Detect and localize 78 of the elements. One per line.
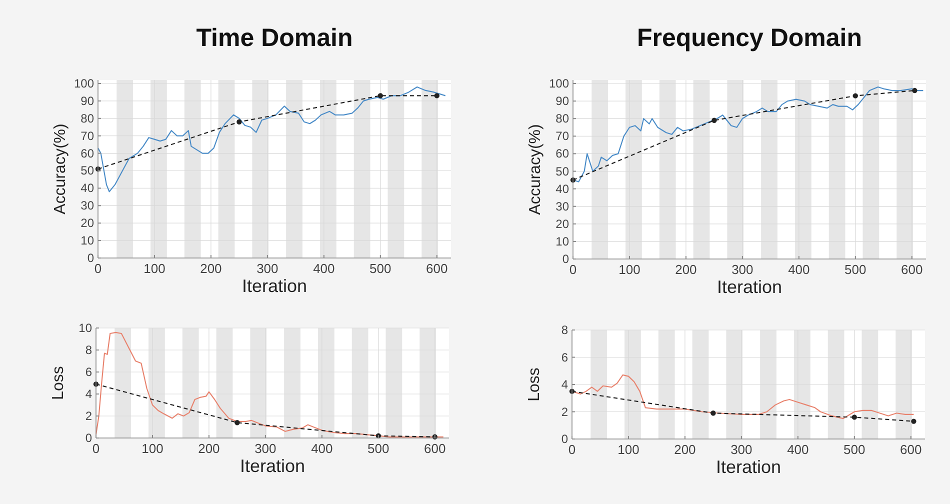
y-axis-title: Accuracy(%) (527, 124, 544, 215)
x-tick-label: 300 (730, 442, 752, 457)
y-tick-label: 90 (80, 94, 94, 108)
point (378, 93, 383, 98)
y-tick-label: 0 (85, 431, 92, 445)
point (236, 119, 242, 124)
y-tick-label: 2 (85, 409, 92, 423)
x-tick-label: 500 (844, 442, 866, 457)
point (234, 420, 240, 426)
y-tick-label: 100 (548, 76, 570, 91)
point (710, 410, 716, 416)
line-series (97, 86, 446, 192)
y-tick-label: 60 (556, 146, 570, 161)
x-tick-label: 200 (200, 261, 222, 276)
y-tick-label: 2 (561, 404, 568, 419)
x-tick-label: 100 (144, 261, 166, 276)
y-axis-title: Accuracy(%) (52, 124, 69, 214)
x-tick-label: 600 (426, 261, 448, 276)
x-tick-label: 200 (675, 262, 697, 277)
x-tick-label: 400 (313, 261, 335, 276)
x-tick-label: 300 (732, 262, 754, 277)
x-tick-label: 200 (674, 442, 696, 457)
point (911, 418, 916, 424)
y-tick-label: 30 (80, 198, 94, 213)
x-tick-label: 600 (424, 441, 446, 456)
x-tick-label: 100 (142, 441, 164, 456)
y-tick-label: 10 (78, 321, 92, 335)
y-tick-label: 20 (556, 216, 570, 231)
x-tick-label: 600 (900, 442, 922, 457)
point (912, 88, 918, 94)
y-tick-label: 0 (562, 252, 570, 266)
x-tick-label: 500 (368, 441, 390, 456)
y-tick-label: 70 (80, 128, 94, 143)
x-tick-label: 300 (256, 261, 278, 276)
y-tick-label: 50 (80, 164, 94, 178)
x-tick-label: 600 (901, 262, 923, 277)
y-tick-label: 0 (87, 251, 94, 265)
point (852, 93, 858, 98)
y-tick-label: 10 (556, 234, 570, 248)
y-tick-label: 10 (80, 234, 94, 248)
y-tick-label: 80 (556, 112, 570, 126)
x-tick-label: 400 (311, 441, 333, 456)
y-axis-title: Loss (50, 366, 67, 400)
x-tick-label: 500 (844, 262, 866, 277)
chart-title: Frequency Domain (636, 24, 862, 52)
x-axis-title: Iteration (240, 456, 306, 476)
point (434, 93, 440, 98)
y-tick-label: 6 (561, 350, 568, 364)
chart-title: Time Domain (196, 24, 353, 52)
y-tick-label: 80 (80, 111, 94, 126)
y-tick-label: 70 (556, 129, 570, 144)
point (852, 414, 857, 420)
x-tick-label: 300 (254, 441, 276, 456)
y-tick-label: 40 (80, 181, 94, 196)
x-tick-label: 200 (198, 441, 220, 456)
x-axis-title: Iteration (716, 457, 782, 477)
point (712, 118, 717, 123)
y-tick-label: 30 (556, 199, 570, 214)
y-tick-label: 8 (561, 323, 568, 337)
y-tick-label: 100 (74, 76, 94, 90)
y-tick-label: 8 (85, 343, 92, 357)
x-tick-label: 100 (618, 442, 640, 457)
x-tick-label: 100 (618, 262, 640, 277)
y-tick-label: 6 (85, 365, 92, 379)
x-axis-title: Iteration (242, 276, 308, 296)
y-tick-label: 20 (80, 216, 94, 230)
y-tick-label: 90 (556, 94, 570, 108)
x-axis-title: Iteration (716, 277, 782, 297)
y-tick-label: 50 (556, 164, 570, 178)
y-axis-title: Loss (526, 368, 543, 402)
y-tick-label: 0 (561, 432, 568, 446)
y-tick-label: 60 (80, 146, 94, 160)
x-tick-label: 400 (788, 262, 810, 277)
y-tick-label: 4 (85, 387, 92, 401)
x-tick-label: 500 (370, 261, 392, 276)
y-tick-label: 40 (556, 182, 570, 196)
y-tick-label: 4 (561, 378, 568, 392)
x-tick-label: 400 (787, 442, 809, 457)
